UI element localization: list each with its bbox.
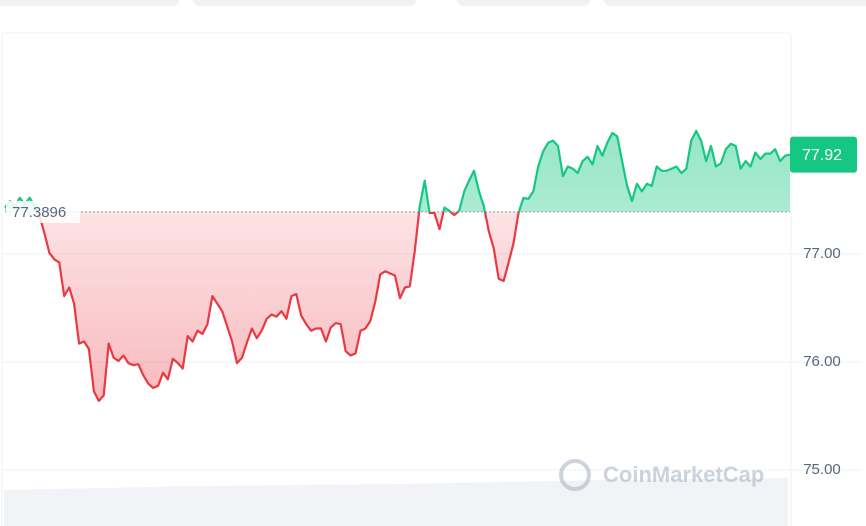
price-line-up bbox=[4, 129, 791, 212]
y-tick-label: 77.00 bbox=[803, 245, 841, 262]
last-price-tag bbox=[790, 136, 857, 173]
last-price-label: 77.92 bbox=[802, 147, 842, 164]
y-tick-label: 75.00 bbox=[803, 461, 841, 478]
baseline-label-bg bbox=[6, 200, 80, 223]
tab[interactable] bbox=[603, 0, 866, 6]
plot: 75.00 76.00 77.00 77.3896 77.92 bbox=[2, 129, 860, 478]
watermark: CoinMarketCap bbox=[559, 459, 764, 491]
baseline-label: 77.3896 bbox=[12, 204, 66, 221]
price-line-down bbox=[36, 211, 521, 402]
tab[interactable] bbox=[456, 0, 591, 6]
volume-area bbox=[4, 478, 788, 526]
tab[interactable] bbox=[192, 0, 417, 6]
tab[interactable] bbox=[0, 0, 180, 6]
area-down bbox=[37, 211, 519, 401]
y-tick-label: 76.00 bbox=[803, 353, 841, 370]
area-up bbox=[5, 130, 790, 212]
watermark-text: CoinMarketCap bbox=[603, 462, 764, 487]
